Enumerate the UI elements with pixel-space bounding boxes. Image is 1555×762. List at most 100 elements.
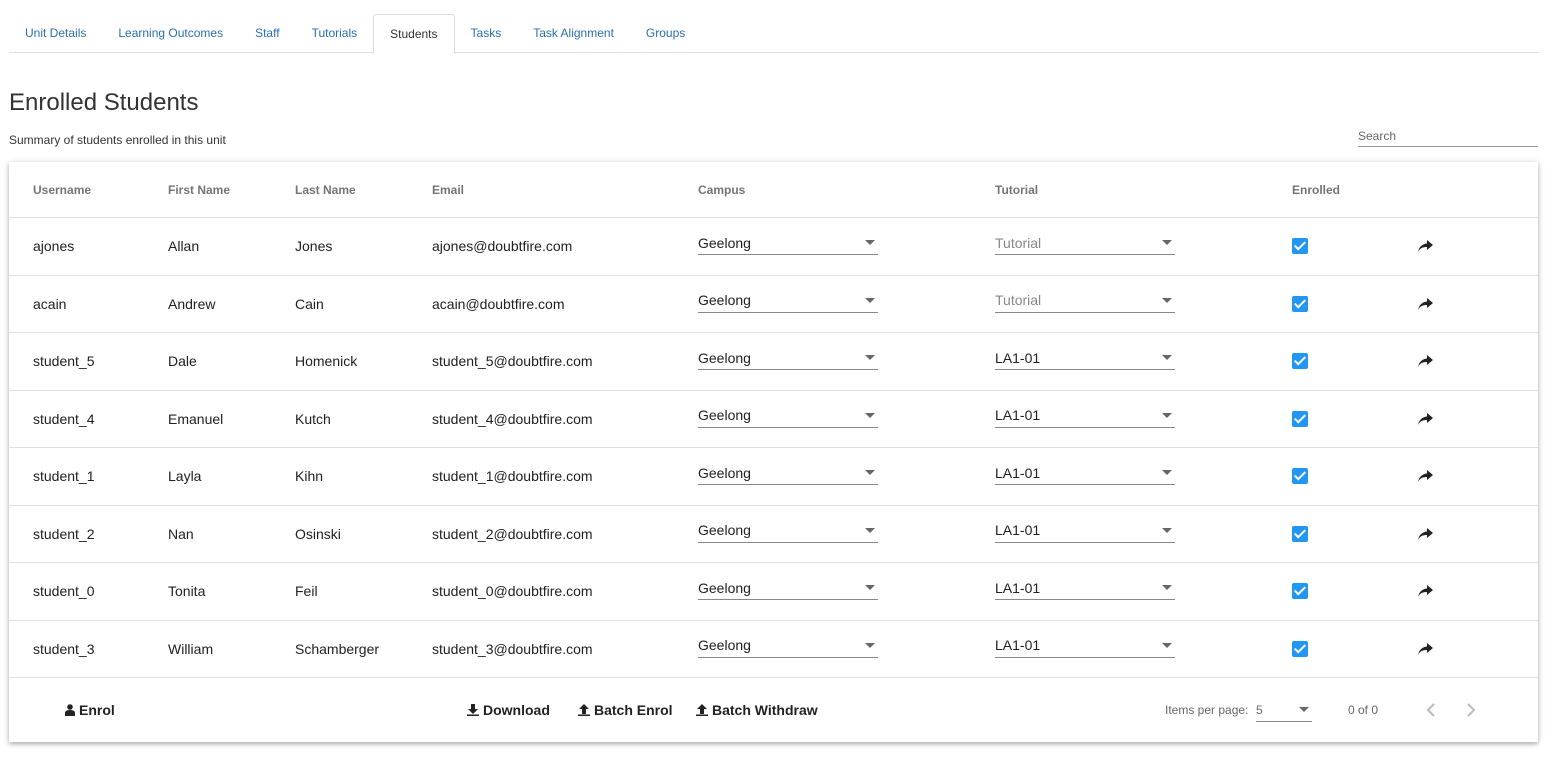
chevron-down-icon [1162, 412, 1172, 418]
enrol-button[interactable]: Enrol [65, 677, 115, 742]
share-arrow-icon[interactable] [1418, 642, 1433, 656]
tutorial-select[interactable]: LA1-01 [995, 519, 1175, 543]
download-button[interactable]: Download [467, 677, 550, 742]
username-cell: student_0 [33, 583, 95, 600]
last-name-cell: Schamberger [295, 640, 380, 657]
tutorial-placeholder: Tutorial [995, 234, 1042, 251]
tutorial-select[interactable]: LA1-01 [995, 461, 1175, 485]
chevron-down-icon [1162, 642, 1172, 648]
share-arrow-icon[interactable] [1418, 240, 1433, 253]
email-cell: student_1@doubtfire.com [432, 468, 593, 485]
students-table: Username First Name Last Name Email Camp… [9, 162, 1538, 742]
enrolled-checkbox[interactable] [1292, 295, 1308, 312]
enrolled-checkbox[interactable] [1292, 410, 1308, 427]
items-per-page-value: 5 [1256, 702, 1263, 717]
previous-page-icon[interactable] [1425, 702, 1437, 718]
campus-value: Geelong [698, 464, 751, 481]
items-per-page-select[interactable]: 5 [1256, 698, 1312, 722]
col-username[interactable]: Username [33, 182, 92, 197]
first-name-cell: Layla [168, 468, 202, 485]
campus-value: Geelong [698, 349, 751, 366]
enrolled-checkbox[interactable] [1292, 238, 1308, 254]
tab-task-alignment[interactable]: Task Alignment [533, 26, 614, 40]
share-arrow-icon[interactable] [1418, 297, 1433, 311]
tab-unit-details[interactable]: Unit Details [25, 26, 87, 40]
tab-students[interactable]: Students [373, 14, 455, 54]
chevron-down-icon [865, 412, 875, 418]
share-arrow-icon[interactable] [1418, 355, 1433, 368]
campus-select[interactable]: Geelong [698, 576, 878, 600]
chevron-down-icon [1162, 240, 1172, 245]
next-page-icon[interactable] [1465, 702, 1477, 718]
campus-value: Geelong [698, 522, 751, 538]
col-enrolled[interactable]: Enrolled [1292, 182, 1341, 197]
share-arrow-icon[interactable] [1418, 470, 1433, 483]
batch-withdraw-button[interactable]: Batch Withdraw [696, 677, 818, 742]
batch-enrol-label: Batch Enrol [594, 701, 673, 718]
enrolled-checkbox[interactable] [1292, 525, 1308, 542]
batch-enrol-button[interactable]: Batch Enrol [578, 677, 673, 742]
table-header: Username First Name Last Name Email Camp… [9, 162, 1538, 218]
email-cell: student_5@doubtfire.com [432, 353, 593, 370]
chevron-down-icon [865, 297, 875, 303]
chevron-down-icon [1162, 527, 1172, 533]
username-cell: ajones [33, 238, 75, 255]
chevron-down-icon [865, 585, 875, 590]
search-input[interactable] [1358, 126, 1538, 147]
col-email[interactable]: Email [432, 182, 465, 197]
enrolled-checkbox[interactable] [1292, 640, 1308, 657]
first-name-cell: Dale [168, 353, 197, 370]
col-first-name[interactable]: First Name [168, 182, 231, 197]
download-label: Download [483, 701, 550, 718]
chevron-down-icon [865, 470, 875, 475]
first-name-cell: Andrew [168, 295, 216, 312]
chevron-down-icon [865, 527, 875, 533]
enrolled-checkbox[interactable] [1292, 468, 1308, 484]
tab-learning-outcomes[interactable]: Learning Outcomes [118, 26, 224, 40]
share-arrow-icon[interactable] [1418, 527, 1433, 541]
share-arrow-icon[interactable] [1418, 412, 1433, 426]
campus-select[interactable]: Geelong [698, 519, 878, 543]
chevron-down-icon [1162, 585, 1172, 590]
last-name-cell: Kihn [295, 468, 324, 485]
campus-select[interactable]: Geelong [698, 231, 878, 255]
tutorial-value: LA1-01 [995, 349, 1041, 366]
table-row: student_2 Nan Osinski student_2@doubtfir… [9, 506, 1538, 563]
enrolled-checkbox[interactable] [1292, 353, 1308, 369]
share-arrow-icon[interactable] [1418, 585, 1433, 598]
tutorial-value: LA1-01 [995, 637, 1041, 653]
col-campus[interactable]: Campus [698, 182, 746, 197]
tutorial-select[interactable]: LA1-01 [995, 576, 1175, 600]
chevron-down-icon [1162, 470, 1172, 475]
table-row: student_4 Emanuel Kutch student_4@doubtf… [9, 391, 1538, 448]
campus-select[interactable]: Geelong [698, 289, 878, 313]
tutorial-value: LA1-01 [995, 522, 1041, 538]
col-tutorial[interactable]: Tutorial [995, 182, 1039, 197]
username-cell: acain [33, 295, 67, 312]
enrolled-checkbox[interactable] [1292, 583, 1308, 599]
chevron-down-icon [865, 240, 875, 245]
campus-select[interactable]: Geelong [698, 461, 878, 485]
tutorial-select[interactable]: LA1-01 [995, 634, 1175, 658]
username-cell: student_3 [33, 640, 95, 657]
download-icon [467, 703, 479, 716]
campus-select[interactable]: Geelong [698, 346, 878, 370]
tab-tutorials[interactable]: Tutorials [311, 26, 358, 40]
tutorial-value: LA1-01 [995, 579, 1041, 596]
tutorial-select[interactable]: LA1-01 [995, 404, 1175, 428]
tab-staff[interactable]: Staff [255, 26, 280, 40]
enrol-label: Enrol [79, 701, 115, 718]
page-title: Enrolled Students [9, 89, 199, 116]
tab-groups[interactable]: Groups [645, 26, 686, 40]
tab-tasks[interactable]: Tasks [470, 26, 502, 40]
campus-value: Geelong [698, 234, 751, 251]
col-last-name[interactable]: Last Name [295, 182, 356, 197]
first-name-cell: Emanuel [168, 410, 224, 427]
campus-select[interactable]: Geelong [698, 634, 878, 658]
tutorial-select[interactable]: LA1-01 [995, 346, 1175, 370]
tutorial-select[interactable]: Tutorial [995, 289, 1175, 313]
campus-select[interactable]: Geelong [698, 404, 878, 428]
tutorial-select[interactable]: Tutorial [995, 231, 1175, 255]
tutorial-value: LA1-01 [995, 464, 1041, 481]
last-name-cell: Kutch [295, 410, 331, 427]
